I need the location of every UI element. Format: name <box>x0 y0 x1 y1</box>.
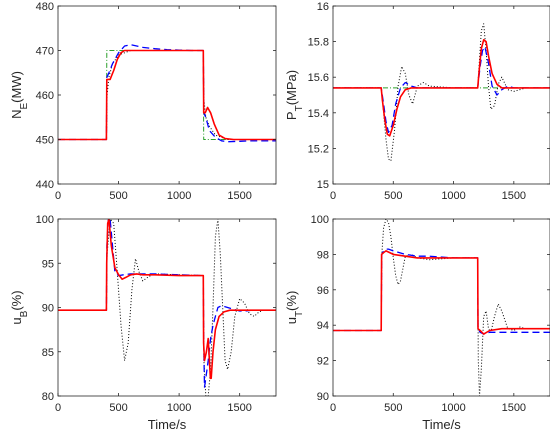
x-tick-label: 500 <box>109 190 127 202</box>
y-tick-label: 15 <box>317 179 329 191</box>
x-axis-label: Time/s <box>422 417 461 432</box>
x-tick-label: 1000 <box>441 402 465 414</box>
y-tick-label: 90 <box>42 303 54 315</box>
x-tick-label: 1000 <box>167 190 191 202</box>
series-line-2 <box>333 46 550 134</box>
y-tick-label: 15.4 <box>308 108 329 120</box>
y-tick-label: 80 <box>42 391 54 403</box>
y-tick-label: 92 <box>317 356 329 368</box>
y-axis-label: PT(MPa) <box>284 70 305 120</box>
y-tick-label: 460 <box>36 90 54 102</box>
axes-box <box>332 5 550 185</box>
x-tick-label: 0 <box>55 402 61 414</box>
series-line-3 <box>333 39 550 137</box>
y-tick-label: 450 <box>36 135 54 147</box>
y-tick-label: 16 <box>317 1 329 13</box>
y-tick-label: 90 <box>317 391 329 403</box>
series-line-3 <box>58 49 276 141</box>
y-tick-label: 95 <box>42 258 54 270</box>
x-tick-label: 500 <box>384 402 402 414</box>
y-tick-label: 96 <box>317 285 329 297</box>
x-tick-label: 1500 <box>227 190 251 202</box>
y-tick-label: 98 <box>317 249 329 261</box>
y-tick-label: 15.6 <box>308 72 329 84</box>
y-tick-label: 15.8 <box>308 37 329 49</box>
series-line-1 <box>333 248 550 335</box>
x-tick-label: 0 <box>55 190 61 202</box>
x-tick-label: 1000 <box>167 402 191 414</box>
y-tick-label: 94 <box>317 320 329 332</box>
y-tick-label: 470 <box>36 46 54 58</box>
chart-panel-1: 0 500 1000 1500 15 15.2 15.4 15.6 15.8 16 PT(MPa) <box>284 1 550 202</box>
y-tick-label: 100 <box>36 214 54 226</box>
series-line-2 <box>333 250 550 335</box>
x-tick-label: 1500 <box>502 190 526 202</box>
series-line-1 <box>333 23 550 162</box>
x-tick-label: 0 <box>330 190 336 202</box>
y-axis-label: uB(%) <box>9 290 30 324</box>
y-tick-label: 85 <box>42 347 54 359</box>
y-axis-label: uT(%) <box>284 291 305 325</box>
x-axis-label: Time/s <box>148 417 187 432</box>
chart-panel-3: 0 500 1000 1500 90 92 94 96 98 100 uT(%) Time/s <box>284 214 550 432</box>
chart-panel-0: 0 500 1000 1500 440 450 460 470 480 NE(MW) <box>9 1 277 202</box>
y-tick-label: 15.2 <box>308 143 329 155</box>
axes-box <box>332 218 550 397</box>
x-tick-label: 1500 <box>227 402 251 414</box>
x-tick-label: 500 <box>109 402 127 414</box>
chart-panel-2: 0 500 1000 1500 80 85 90 95 100 uB(%) Time/s <box>9 214 277 432</box>
series-line-2 <box>58 219 276 380</box>
y-tick-label: 440 <box>36 179 54 191</box>
y-tick-label: 480 <box>36 1 54 13</box>
x-tick-label: 500 <box>384 190 402 202</box>
x-tick-label: 0 <box>330 402 336 414</box>
x-tick-label: 1000 <box>441 190 465 202</box>
y-tick-label: 100 <box>311 214 329 226</box>
x-tick-label: 1500 <box>502 402 526 414</box>
y-axis-label: NE(MW) <box>9 71 30 119</box>
